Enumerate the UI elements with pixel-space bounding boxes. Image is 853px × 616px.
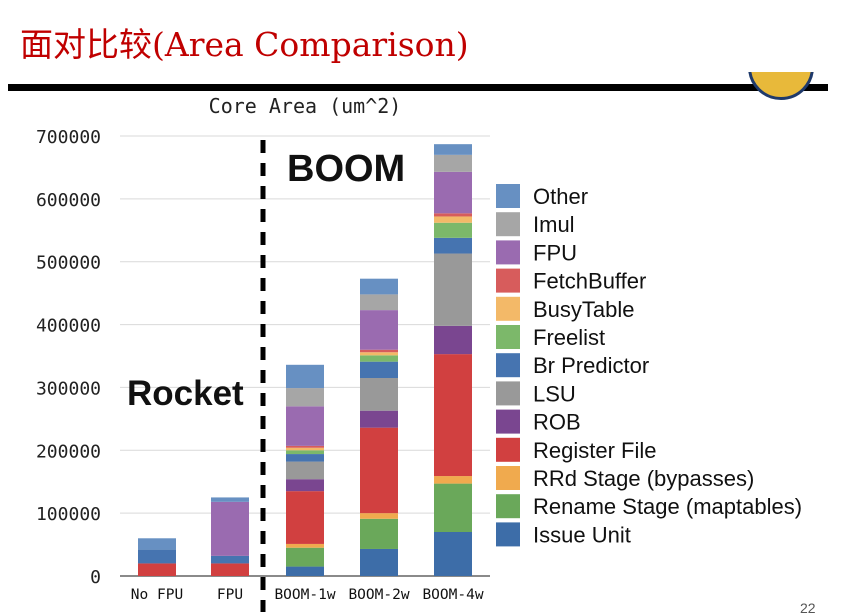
bar-segment-boom-4w-br-predictor (434, 237, 472, 254)
legend-label-rename-stage-maptables-: Rename Stage (maptables) (533, 494, 802, 519)
legend-swatch-rob (496, 409, 520, 434)
bar-segment-boom-1w-fetchbuffer (286, 445, 324, 448)
bar-segment-boom-2w-fetchbuffer (360, 349, 398, 353)
bar-segment-no-fpu-register-file (138, 563, 176, 576)
bar-segment-boom-1w-freelist (286, 450, 324, 455)
bar-segment-boom-1w-rename-stage-maptables- (286, 547, 324, 567)
y-axis: 0 100000 200000 300000 400000 500000 600000 700… (36, 127, 101, 588)
bar-segment-boom-4w-lsu (434, 253, 472, 326)
legend-swatch-busytable (496, 296, 520, 321)
bar-segment-boom-1w-fpu (286, 406, 324, 446)
bar-segment-no-fpu-other (138, 538, 176, 550)
bar-segment-boom-4w-issue-unit (434, 532, 472, 576)
y-tick-label-300000: 300000 (36, 378, 101, 399)
y-tick-label-400000: 400000 (36, 316, 101, 337)
legend-label-br-predictor: Br Predictor (533, 353, 649, 378)
y-tick-label-700000: 700000 (36, 127, 101, 148)
y-tick-label-600000: 600000 (36, 190, 101, 211)
legend-label-register-file: Register File (533, 438, 656, 463)
bar-segment-fpu-br-predictor (211, 555, 249, 564)
bars (138, 144, 472, 576)
x-tick-label-boom-2w: BOOM-2w (348, 587, 409, 603)
annotation-boom: BOOM (287, 148, 405, 190)
legend: Other Imul FPU FetchBuffer BusyTable Freelist… (496, 184, 802, 547)
bar-segment-boom-4w-fetchbuffer (434, 213, 472, 217)
legend-label-rrd-stage-bypasses-: RRd Stage (bypasses) (533, 466, 754, 491)
core-area-chart: Core Area (um^2) 0 100000 200000 300000 4000… (36, 94, 802, 612)
slide-title: 面对比较(Area Comparison) (20, 25, 469, 64)
legend-label-busytable: BusyTable (533, 297, 635, 322)
bar-segment-boom-4w-rrd-stage-bypasses- (434, 476, 472, 484)
legend-swatch-imul (496, 212, 520, 237)
legend-swatch-br-predictor (496, 353, 520, 378)
legend-swatch-other (496, 184, 520, 208)
legend-swatch-fetchbuffer (496, 268, 520, 293)
chart-title: Core Area (um^2) (209, 94, 402, 118)
title-rule (8, 84, 828, 91)
y-tick-label-200000: 200000 (36, 441, 101, 462)
legend-swatch-lsu (496, 381, 520, 406)
legend-label-other: Other (533, 184, 588, 209)
legend-label-freelist: Freelist (533, 325, 605, 350)
bar-segment-boom-1w-br-predictor (286, 454, 324, 462)
legend-swatch-rename-stage-maptables- (496, 494, 520, 519)
legend-swatch-freelist (496, 325, 520, 349)
bar-segment-boom-1w-other (286, 364, 324, 389)
bar-segment-boom-4w-rob (434, 325, 472, 355)
bar-segment-boom-2w-rob (360, 410, 398, 428)
legend-label-rob: ROB (533, 410, 581, 435)
x-tick-label-boom-1w: BOOM-1w (274, 587, 335, 603)
bar-segment-boom-2w-other (360, 278, 398, 295)
bar-segment-boom-1w-rob (286, 479, 324, 492)
bar-segment-boom-4w-freelist (434, 222, 472, 238)
bar-segment-boom-2w-rrd-stage-bypasses- (360, 513, 398, 519)
x-axis: No FPU FPU BOOM-1w BOOM-2w BOOM-4w (131, 587, 484, 603)
y-tick-label-500000: 500000 (36, 253, 101, 274)
page-number: 22 (800, 600, 816, 616)
bar-segment-boom-4w-other (434, 144, 472, 155)
bar-segment-fpu-fpu (211, 501, 249, 556)
bar-segment-boom-1w-imul (286, 388, 324, 407)
bar-segment-boom-2w-imul (360, 294, 398, 311)
legend-swatch-rrd-stage-bypasses- (496, 466, 520, 490)
bar-segment-boom-2w-fpu (360, 310, 398, 350)
bar-segment-no-fpu-br-predictor (138, 549, 176, 564)
legend-label-imul: Imul (533, 212, 575, 237)
bar-segment-boom-2w-lsu (360, 378, 398, 411)
legend-swatch-issue-unit (496, 522, 520, 547)
bar-segment-boom-4w-imul (434, 154, 472, 172)
legend-swatch-register-file (496, 437, 520, 462)
bar-segment-boom-4w-fpu (434, 171, 472, 214)
legend-label-lsu: LSU (533, 381, 576, 406)
gridlines (120, 135, 490, 577)
bar-segment-boom-4w-rename-stage-maptables- (434, 483, 472, 532)
bar-segment-boom-2w-freelist (360, 355, 398, 362)
bar-segment-boom-4w-busytable (434, 216, 472, 223)
x-tick-label-no-fpu: No FPU (131, 587, 183, 603)
bar-segment-boom-2w-busytable (360, 352, 398, 356)
y-tick-label-100000: 100000 (36, 504, 101, 525)
bar-segment-boom-2w-br-predictor (360, 361, 398, 378)
bar-segment-boom-1w-busytable (286, 447, 324, 451)
university-logo (748, 72, 818, 106)
bar-segment-fpu-other (211, 497, 249, 502)
bar-segment-boom-2w-register-file (360, 427, 398, 514)
bar-segment-boom-1w-lsu (286, 461, 324, 480)
bar-segment-boom-2w-issue-unit (360, 548, 398, 576)
legend-label-fpu: FPU (533, 240, 577, 265)
legend-label-issue-unit: Issue Unit (533, 522, 631, 547)
x-tick-label-boom-4w: BOOM-4w (422, 587, 483, 603)
bar-segment-boom-4w-register-file (434, 354, 472, 477)
bar-segment-boom-2w-rename-stage-maptables- (360, 518, 398, 549)
annotation-rocket: Rocket (127, 374, 244, 413)
bar-segment-boom-1w-rrd-stage-bypasses- (286, 543, 324, 548)
x-tick-label-fpu: FPU (217, 587, 243, 603)
legend-swatch-fpu (496, 240, 520, 265)
legend-label-fetchbuffer: FetchBuffer (533, 269, 646, 294)
bar-segment-fpu-register-file (211, 563, 249, 576)
y-tick-label-0: 0 (90, 567, 101, 588)
bar-segment-boom-1w-issue-unit (286, 566, 324, 576)
bar-segment-boom-1w-register-file (286, 491, 324, 544)
